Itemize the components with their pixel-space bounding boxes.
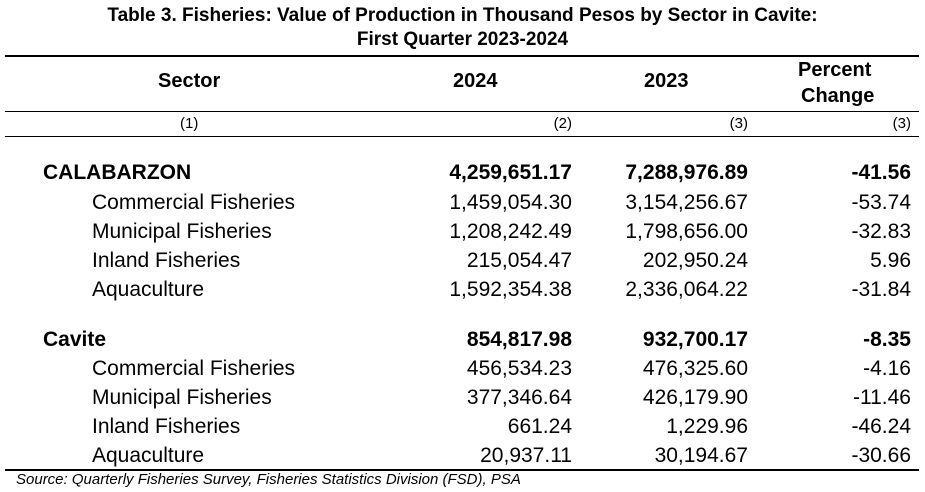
row-label: Aquaculture	[92, 278, 205, 301]
row-label-calabarzon: CALABARZON	[43, 161, 192, 184]
row-pct: -31.84	[851, 278, 911, 301]
row-label: Municipal Fisheries	[92, 386, 272, 409]
row-2023: 1,798,656.00	[625, 220, 748, 243]
row-2023: 2,336,064.22	[625, 278, 748, 301]
row-pct: -30.66	[851, 444, 911, 467]
row-2024: 456,534.23	[466, 357, 572, 380]
row-label-cavite: Cavite	[43, 328, 107, 351]
table-title-line-2: First Quarter 2023-2024	[356, 29, 569, 50]
row-2023: 476,325.60	[642, 357, 748, 380]
row-2023-calabarzon: 7,288,976.89	[625, 161, 748, 184]
row-pct: -53.74	[851, 191, 911, 214]
row-2023: 1,229.96	[666, 415, 748, 438]
row-2024-cavite: 854,817.98	[466, 328, 572, 351]
row-2024: 661.24	[507, 415, 572, 438]
header-rule	[5, 111, 919, 112]
row-2023: 30,194.67	[654, 444, 748, 467]
colnum-1: (1)	[180, 115, 199, 132]
colnum-4: (3)	[892, 115, 911, 132]
header-sector: Sector	[158, 70, 221, 92]
header-change: Change	[801, 85, 875, 107]
colnum-rule	[5, 136, 919, 137]
row-pct-calabarzon: -41.56	[851, 161, 911, 184]
row-pct: -11.46	[853, 386, 911, 409]
row-2024: 1,592,354.38	[449, 278, 572, 301]
colnum-3: (3)	[729, 115, 748, 132]
row-pct: -46.24	[851, 415, 911, 438]
row-label: Aquaculture	[92, 444, 205, 467]
row-2023: 3,154,256.67	[625, 191, 748, 214]
row-2024-calabarzon: 4,259,651.17	[449, 161, 572, 184]
row-2023-cavite: 932,700.17	[642, 328, 748, 351]
row-label: Municipal Fisheries	[92, 220, 272, 243]
header-percent: Percent	[798, 59, 872, 81]
row-2024: 377,346.64	[466, 386, 572, 409]
header-2023: 2023	[644, 70, 689, 92]
row-2023: 426,179.90	[642, 386, 748, 409]
header-2024: 2024	[453, 70, 498, 92]
row-label: Commercial Fisheries	[92, 357, 296, 380]
row-pct: -32.83	[851, 220, 911, 243]
row-2024: 1,208,242.49	[449, 220, 572, 243]
colnum-2: (2)	[553, 115, 572, 132]
source-note: Source: Quarterly Fisheries Survey, Fish…	[16, 471, 521, 488]
top-rule	[5, 55, 919, 57]
row-pct-cavite: -8.35	[863, 328, 911, 351]
row-2024: 20,937.11	[480, 444, 572, 467]
row-pct: -4.16	[863, 357, 911, 380]
table-title-line-1: Table 3. Fisheries: Value of Production …	[107, 5, 818, 26]
row-2024: 215,054.47	[466, 249, 572, 272]
row-pct: 5.96	[870, 249, 911, 272]
bottom-rule	[5, 469, 919, 471]
row-2024: 1,459,054.30	[449, 191, 572, 214]
row-2023: 202,950.24	[642, 249, 748, 272]
row-label: Inland Fisheries	[92, 415, 241, 438]
row-label: Inland Fisheries	[92, 249, 241, 272]
row-label: Commercial Fisheries	[92, 191, 296, 214]
